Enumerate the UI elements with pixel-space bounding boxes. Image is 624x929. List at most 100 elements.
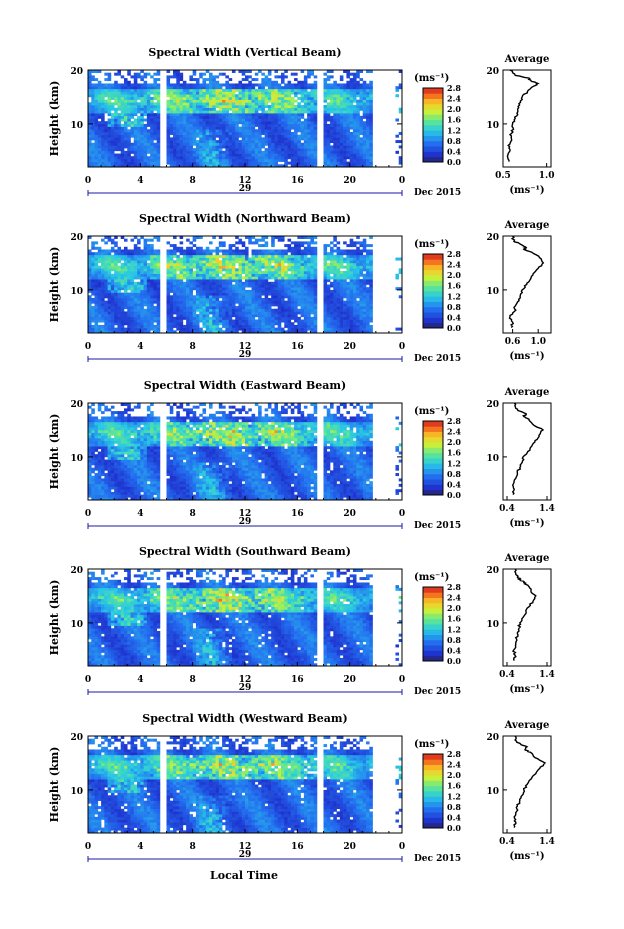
heatmap-cell bbox=[258, 86, 262, 90]
heatmap-cell bbox=[359, 118, 364, 122]
heatmap-cell bbox=[333, 156, 337, 160]
heatmap-cell bbox=[186, 300, 190, 304]
heatmap-cell bbox=[195, 164, 200, 168]
heatmap-cell bbox=[274, 262, 279, 266]
heatmap-cell bbox=[222, 83, 226, 87]
heatmap-cell bbox=[199, 118, 203, 122]
heatmap-cell bbox=[231, 292, 236, 296]
heatmap-cell bbox=[359, 105, 364, 109]
heatmap-cell bbox=[238, 107, 243, 111]
heatmap-cell bbox=[195, 257, 200, 261]
heatmap-cell bbox=[251, 129, 256, 133]
heatmap-cell bbox=[137, 273, 141, 277]
heatmap-cell bbox=[123, 289, 128, 293]
heatmap-cell bbox=[205, 153, 210, 157]
heatmap-cell bbox=[104, 265, 108, 269]
heatmap-cell bbox=[189, 311, 193, 315]
heatmap-cell bbox=[303, 91, 308, 95]
heatmap-cell bbox=[150, 254, 154, 258]
heatmap-cell bbox=[264, 121, 269, 125]
heatmap-cell bbox=[114, 161, 118, 165]
heatmap-cell bbox=[143, 140, 148, 144]
heatmap-cell bbox=[91, 246, 95, 250]
heatmap-cell bbox=[352, 156, 357, 160]
heatmap-cell bbox=[287, 123, 292, 127]
heatmap-cell bbox=[202, 94, 207, 98]
heatmap-cell bbox=[133, 281, 138, 285]
heatmap-cell bbox=[310, 289, 314, 293]
heatmap-cell bbox=[104, 86, 108, 90]
heatmap-cell bbox=[362, 126, 367, 130]
heatmap-cell bbox=[297, 303, 301, 307]
heatmap-cell bbox=[284, 96, 288, 100]
heatmap-cell bbox=[222, 260, 226, 264]
heatmap-cell bbox=[343, 161, 347, 165]
heatmap-cell bbox=[176, 306, 180, 310]
heatmap-cell bbox=[94, 257, 99, 261]
heatmap-cell bbox=[146, 158, 151, 162]
heatmap-cell bbox=[251, 276, 256, 280]
heatmap-cell bbox=[140, 99, 144, 103]
heatmap-cell bbox=[137, 297, 141, 301]
heatmap-cell bbox=[130, 161, 135, 165]
heatmap-cell bbox=[120, 137, 125, 141]
heatmap-cell bbox=[114, 118, 118, 122]
heatmap-cell bbox=[277, 276, 282, 280]
heatmap-cell bbox=[88, 105, 92, 109]
heatmap-cell bbox=[294, 249, 298, 253]
heatmap-cell bbox=[140, 284, 144, 288]
heatmap-cell bbox=[88, 249, 92, 253]
heatmap-cell bbox=[323, 249, 328, 253]
heatmap-cell bbox=[123, 246, 128, 250]
heatmap-cell bbox=[222, 129, 226, 133]
heatmap-cell bbox=[280, 86, 285, 90]
heatmap-cell bbox=[284, 260, 288, 264]
heatmap-cell bbox=[245, 140, 249, 144]
heatmap-cell bbox=[123, 80, 128, 84]
heatmap-cell bbox=[150, 319, 154, 323]
heatmap-cell bbox=[287, 292, 292, 296]
heatmap-cell bbox=[362, 80, 367, 84]
heatmap-cell bbox=[297, 80, 301, 84]
heatmap-cell bbox=[215, 262, 220, 266]
heatmap-cell bbox=[271, 260, 275, 264]
heatmap-cell bbox=[274, 129, 279, 133]
heatmap-cell bbox=[114, 284, 118, 288]
heatmap-cell bbox=[231, 118, 236, 122]
heatmap-cell bbox=[261, 236, 265, 239]
heatmap-cell bbox=[123, 105, 128, 109]
heatmap-cell bbox=[290, 113, 295, 117]
heatmap-cell bbox=[287, 316, 292, 320]
heatmap-cell bbox=[258, 105, 262, 109]
heatmap-cell bbox=[205, 316, 210, 320]
heatmap-cell bbox=[209, 94, 213, 98]
heatmap-cell bbox=[254, 78, 259, 82]
heatmap-cell bbox=[166, 78, 171, 82]
heatmap-cell bbox=[114, 289, 118, 293]
heatmap-cell bbox=[94, 148, 99, 152]
heatmap-cell bbox=[346, 121, 350, 125]
heatmap-cell bbox=[179, 252, 184, 256]
heatmap-cell bbox=[248, 273, 252, 277]
heatmap-cell bbox=[326, 319, 331, 323]
heatmap-cell bbox=[146, 276, 151, 280]
heatmap-cell bbox=[150, 273, 154, 277]
heatmap-cell bbox=[261, 289, 265, 293]
heatmap-cell bbox=[303, 292, 308, 296]
heatmap-cell bbox=[94, 83, 99, 87]
heatmap-cell bbox=[169, 249, 174, 253]
heatmap-cell bbox=[195, 148, 200, 152]
heatmap-cell bbox=[173, 324, 177, 328]
heatmap-cell bbox=[248, 148, 252, 152]
heatmap-cell bbox=[88, 115, 92, 119]
heatmap-cell bbox=[156, 99, 161, 103]
heatmap-cell bbox=[133, 129, 138, 133]
heatmap-cell bbox=[251, 249, 256, 253]
heatmap-cell bbox=[264, 129, 269, 133]
heatmap-cell bbox=[284, 295, 288, 299]
heatmap-cell bbox=[245, 150, 249, 154]
heatmap-cell bbox=[133, 322, 138, 326]
heatmap-cell bbox=[199, 308, 203, 312]
heatmap-cell bbox=[212, 300, 216, 304]
heatmap-cell bbox=[110, 131, 115, 135]
